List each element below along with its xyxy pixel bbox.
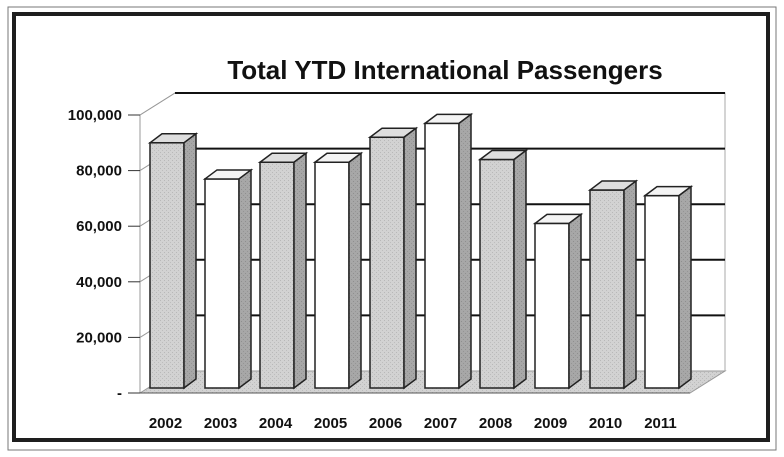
outer-border [7, 6, 777, 451]
gridline-side [139, 92, 176, 116]
bar-side [458, 112, 472, 390]
bar-side [183, 132, 197, 390]
bar-front [314, 161, 350, 389]
x-tick-label: 2011 [644, 415, 677, 432]
bar-series [147, 112, 694, 390]
bar-front [204, 178, 240, 389]
y-tick-label: 100,000 [68, 107, 122, 124]
y-tick-label: 40,000 [76, 274, 122, 291]
bar-front [149, 142, 185, 389]
bar [202, 168, 254, 390]
chart-title: Total YTD International Passengers [227, 55, 662, 85]
x-tick-label: 2007 [424, 415, 457, 432]
bar [312, 151, 364, 390]
x-tick-label: 2010 [589, 415, 622, 432]
bar-side [238, 168, 252, 390]
bar-side [348, 151, 362, 390]
bar [477, 148, 529, 390]
bar-front [644, 194, 680, 389]
bar-side [623, 179, 637, 390]
x-tick-label: 2009 [534, 415, 567, 432]
bar-side [678, 185, 692, 390]
x-tick-label: 2008 [479, 415, 512, 432]
bar [257, 151, 309, 390]
bar-front [479, 158, 515, 389]
bar-side [403, 126, 417, 390]
y-tick-label: 20,000 [76, 329, 122, 346]
bar-front [589, 189, 625, 389]
bar [642, 185, 694, 390]
bar [587, 179, 639, 390]
y-tick-label: 80,000 [76, 163, 122, 180]
x-tick-label: 2005 [314, 415, 347, 432]
x-tick-label: 2003 [204, 415, 237, 432]
x-tick-label: 2002 [149, 415, 182, 432]
bar-side [513, 148, 527, 390]
y-axis: - 20,000 40,000 60,000 80,000 100,000 [68, 107, 140, 402]
bar-front [534, 222, 570, 389]
bar-front [259, 161, 295, 389]
y-tick-label: - [117, 385, 122, 402]
x-axis: 2002 2003 2004 2005 2006 2007 2008 2009 2010 2011 [149, 415, 677, 432]
bar-side [568, 212, 582, 390]
y-tick-label: 60,000 [76, 218, 122, 235]
bar [367, 126, 419, 390]
bar-front [369, 136, 405, 389]
bar [422, 112, 474, 390]
bar-front [424, 122, 460, 389]
bar [147, 132, 199, 390]
bar-side [293, 151, 307, 390]
x-tick-label: 2004 [259, 415, 293, 432]
bar [532, 212, 584, 390]
x-tick-label: 2006 [369, 415, 402, 432]
